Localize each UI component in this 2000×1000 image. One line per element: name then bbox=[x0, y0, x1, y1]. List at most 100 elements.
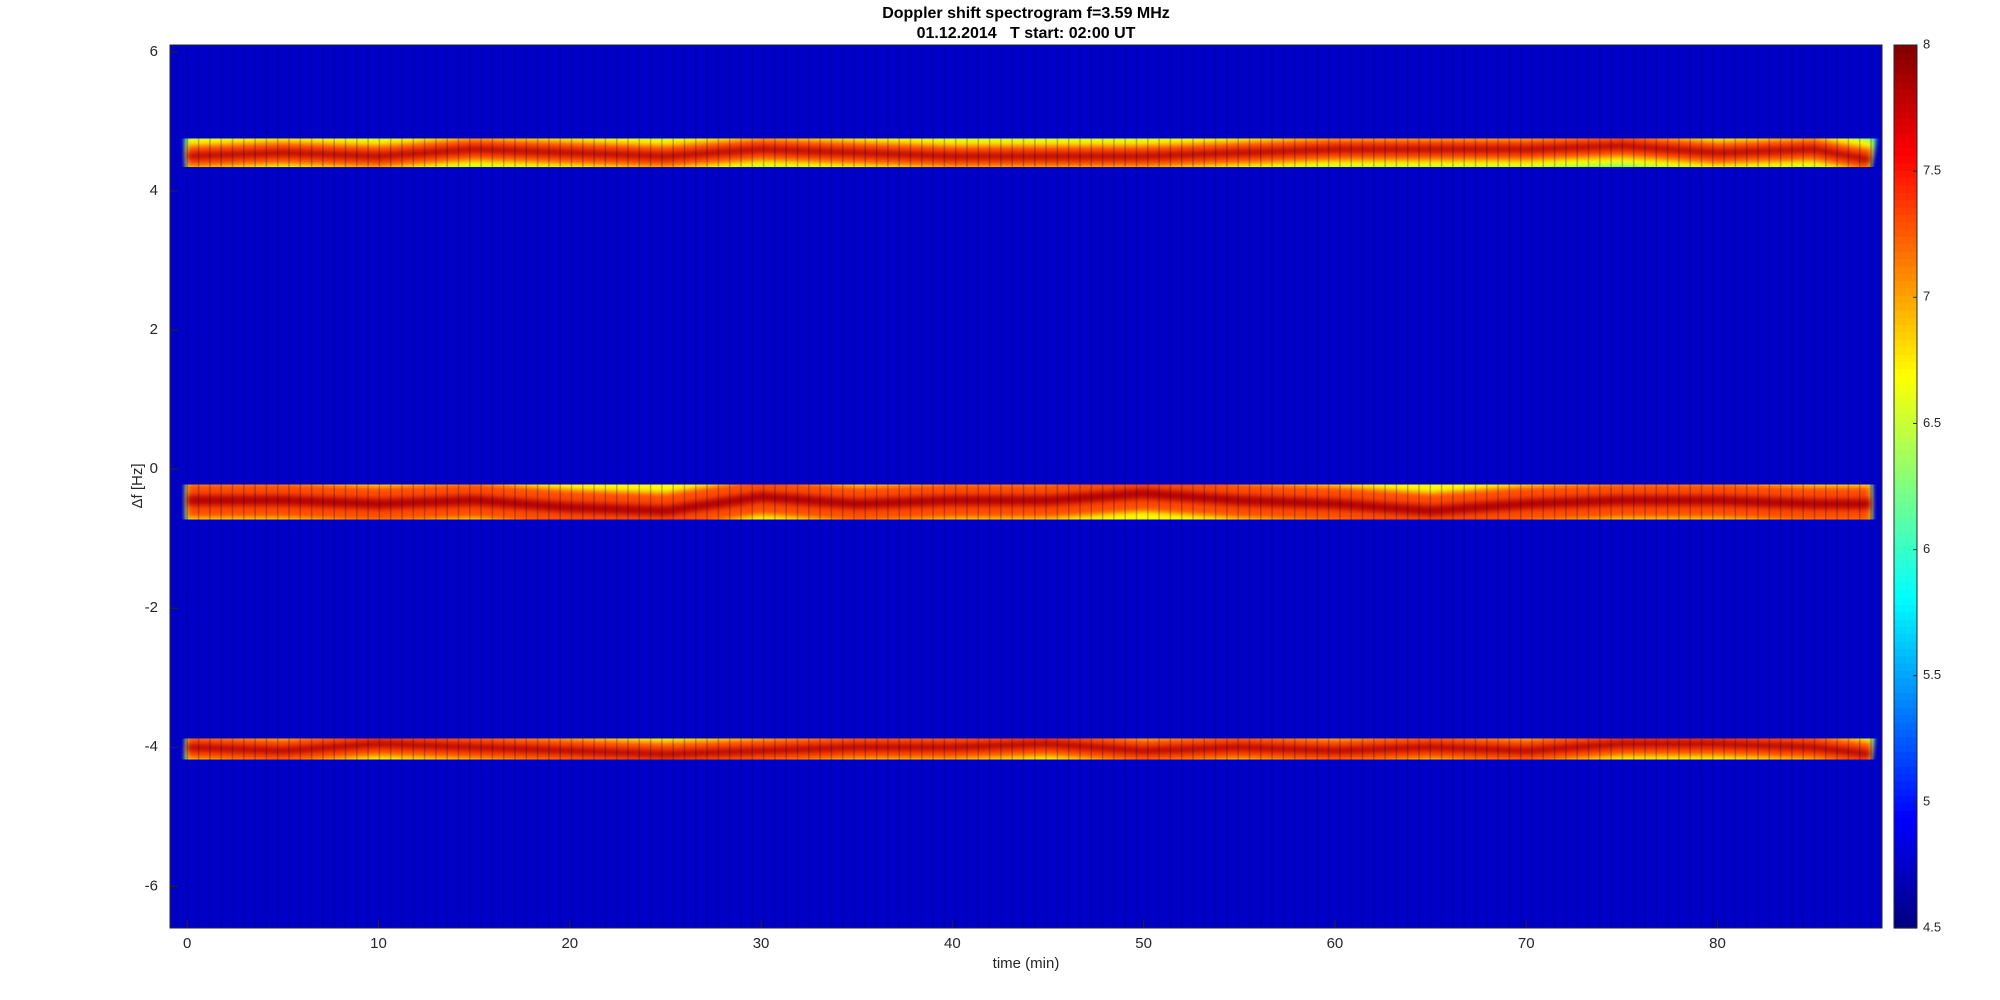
colorbar-cell bbox=[1894, 626, 1917, 635]
colorbar-cell bbox=[1894, 751, 1917, 760]
colorbar-cell bbox=[1894, 243, 1917, 252]
colorbar-cell bbox=[1894, 295, 1917, 304]
colorbar-cell bbox=[1894, 486, 1917, 495]
colorbar-cell bbox=[1894, 302, 1917, 311]
colorbar-cell bbox=[1894, 648, 1917, 657]
colorbar-cell bbox=[1894, 199, 1917, 208]
colorbar-tick-label: 7 bbox=[1923, 289, 1930, 304]
colorbar-cell bbox=[1894, 96, 1917, 105]
colorbar-cell bbox=[1894, 736, 1917, 745]
colorbar-cell bbox=[1894, 589, 1917, 598]
y-tick-label: -6 bbox=[145, 877, 158, 894]
colorbar-cell bbox=[1894, 89, 1917, 98]
colorbar-cell bbox=[1894, 346, 1917, 355]
colorbar-cell bbox=[1894, 228, 1917, 237]
colorbar-cell bbox=[1894, 390, 1917, 399]
y-tick-label: -2 bbox=[145, 599, 158, 616]
colorbar-cell bbox=[1894, 530, 1917, 539]
colorbar-cell bbox=[1894, 398, 1917, 407]
colorbar-cell bbox=[1894, 118, 1917, 127]
colorbar-cell bbox=[1894, 898, 1917, 907]
colorbar-cell bbox=[1894, 861, 1917, 870]
colorbar-cell bbox=[1894, 618, 1917, 627]
colorbar-cell bbox=[1894, 420, 1917, 429]
chart-title: Doppler shift spectrogram f=3.59 MHz bbox=[882, 5, 1170, 22]
colorbar-cell bbox=[1894, 162, 1917, 171]
colorbar-cell bbox=[1894, 854, 1917, 863]
colorbar-cell bbox=[1894, 74, 1917, 83]
colorbar-cell bbox=[1894, 177, 1917, 186]
colorbar-cell bbox=[1894, 251, 1917, 259]
colorbar-cell bbox=[1894, 523, 1917, 532]
colorbar-cell bbox=[1894, 133, 1917, 142]
x-tick-label: 80 bbox=[1709, 935, 1726, 952]
colorbar-cell bbox=[1894, 707, 1917, 716]
colorbar-cell bbox=[1894, 714, 1917, 723]
colorbar-tick-label: 5 bbox=[1923, 793, 1930, 808]
colorbar-cell bbox=[1894, 67, 1917, 76]
colorbar-cell bbox=[1894, 170, 1917, 179]
colorbar-cell bbox=[1894, 184, 1917, 193]
x-tick-label: 0 bbox=[183, 935, 191, 952]
colorbar-cell bbox=[1894, 515, 1917, 524]
colorbar-cell bbox=[1894, 567, 1917, 576]
colorbar-cell bbox=[1894, 920, 1917, 929]
colorbar-cell bbox=[1894, 508, 1917, 517]
colorbar-cell bbox=[1894, 773, 1917, 782]
y-tick-label: 6 bbox=[150, 43, 158, 60]
colorbar-cell bbox=[1894, 125, 1917, 134]
plot-area bbox=[170, 45, 1882, 928]
colorbar-cell bbox=[1894, 677, 1917, 686]
plot-frame bbox=[169, 44, 1883, 929]
colorbar-cell bbox=[1894, 913, 1917, 922]
colorbar-cell bbox=[1894, 788, 1917, 797]
colorbar-cell bbox=[1894, 596, 1917, 605]
colorbar-cell bbox=[1894, 574, 1917, 583]
colorbar-cell bbox=[1894, 670, 1917, 679]
colorbar-cell bbox=[1894, 192, 1917, 201]
colorbar-cell bbox=[1894, 766, 1917, 775]
y-tick-label: 0 bbox=[150, 460, 158, 477]
colorbar-cell bbox=[1894, 265, 1917, 274]
colorbar-tick-label: 4.5 bbox=[1923, 919, 1941, 934]
x-tick-label: 10 bbox=[370, 935, 387, 952]
x-tick-label: 30 bbox=[753, 935, 770, 952]
x-tick-label: 20 bbox=[561, 935, 578, 952]
colorbar-cell bbox=[1894, 339, 1917, 348]
colorbar-cell bbox=[1894, 729, 1917, 738]
colorbar-cell bbox=[1894, 641, 1917, 649]
colorbar-cell bbox=[1894, 847, 1917, 856]
colorbar-cell bbox=[1894, 464, 1917, 473]
colorbar-cell bbox=[1894, 876, 1917, 885]
colorbar-cell bbox=[1894, 331, 1917, 340]
colorbar-cell bbox=[1894, 699, 1917, 708]
colorbar-cell bbox=[1894, 839, 1917, 848]
colorbar-cell bbox=[1894, 611, 1917, 620]
colorbar-cell bbox=[1894, 111, 1917, 120]
colorbar-cell bbox=[1894, 457, 1917, 466]
x-tick-label: 70 bbox=[1518, 935, 1535, 952]
colorbar-cell bbox=[1894, 905, 1917, 914]
colorbar-cell bbox=[1894, 663, 1917, 672]
colorbar-cell bbox=[1894, 412, 1917, 421]
colorbar-cell bbox=[1894, 221, 1917, 230]
colorbar-cell bbox=[1894, 758, 1917, 767]
colorbar-cell bbox=[1894, 52, 1917, 61]
colorbar-cell bbox=[1894, 236, 1917, 245]
colorbar-tick-label: 8 bbox=[1923, 36, 1930, 51]
y-tick-label: 2 bbox=[150, 321, 158, 338]
colorbar-cell bbox=[1894, 405, 1917, 414]
colorbar-cell bbox=[1894, 45, 1917, 53]
colorbar-cell bbox=[1894, 361, 1917, 370]
colorbar-cell bbox=[1894, 273, 1917, 282]
y-tick-label: 4 bbox=[150, 182, 158, 199]
chart-subtitle: 01.12.2014 T start: 02:00 UT bbox=[917, 25, 1136, 42]
colorbar-cell bbox=[1894, 206, 1917, 215]
colorbar-cell bbox=[1894, 383, 1917, 392]
colorbar-cell bbox=[1894, 324, 1917, 333]
colorbar-tick-label: 5.5 bbox=[1923, 667, 1941, 682]
colorbar-cell bbox=[1894, 795, 1917, 804]
colorbar-cell bbox=[1894, 280, 1917, 289]
colorbar-cell bbox=[1894, 545, 1917, 554]
